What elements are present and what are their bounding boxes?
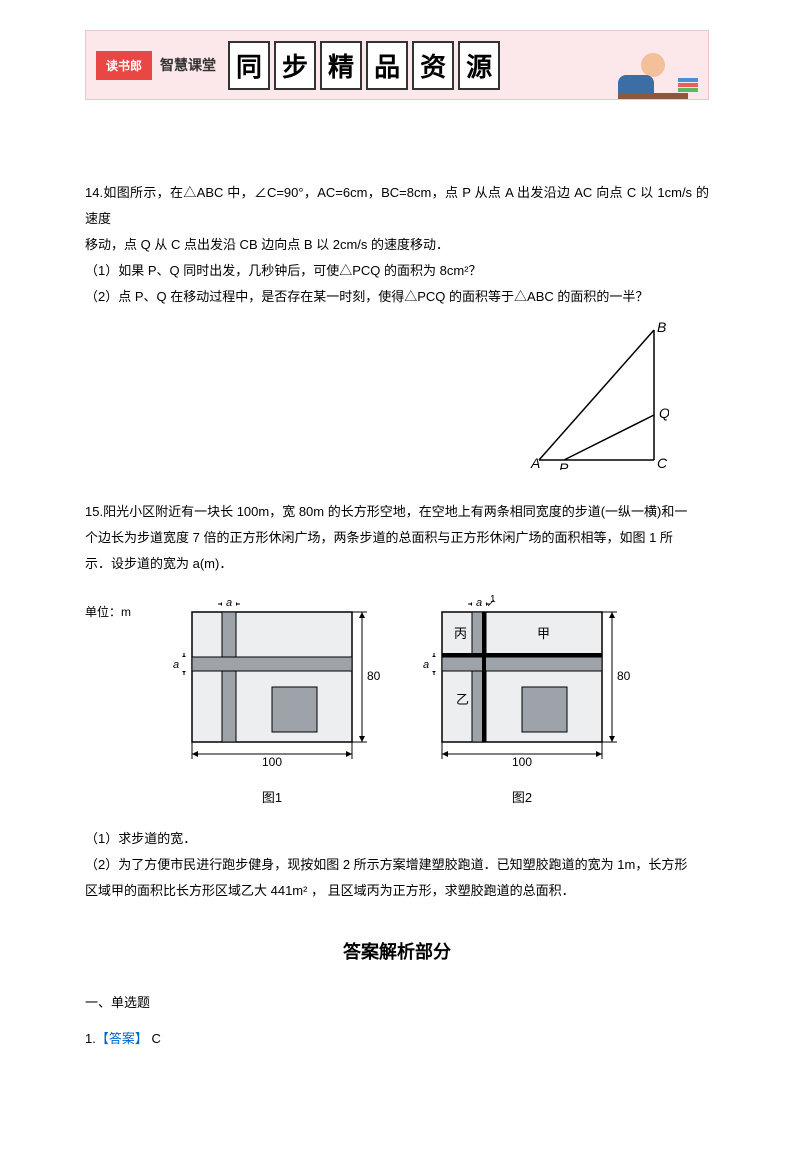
answer-value: C <box>148 1031 161 1046</box>
banner-subtitle: 智慧课堂 <box>160 55 216 75</box>
logo-badge: 读书郎 <box>96 51 152 80</box>
svg-text:80: 80 <box>617 669 631 683</box>
sub-question-2: （2）为了方便市民进行跑步健身，现按如图 2 所示方案增建塑胶跑道．已知塑胶跑道… <box>85 852 709 878</box>
problem-number: 14. <box>85 185 103 200</box>
answer-number: 1. <box>85 1031 96 1046</box>
teacher-illustration <box>618 53 688 99</box>
label-A: A <box>530 455 540 470</box>
answers-section-title: 答案解析部分 <box>85 934 709 970</box>
problem-text: 14.如图所示，在△ABC 中，∠C=90°，AC=6cm，BC=8cm，点 P… <box>85 180 709 232</box>
title-char: 同 <box>228 41 270 90</box>
problem-number: 15. <box>85 504 103 519</box>
label-B: B <box>657 320 666 335</box>
diagram-1: a a 80 <box>162 592 382 811</box>
svg-text:100: 100 <box>262 755 282 769</box>
svg-text:乙: 乙 <box>456 692 469 707</box>
title-char: 品 <box>366 41 408 90</box>
document-content: 14.如图所示，在△ABC 中，∠C=90°，AC=6cm，BC=8cm，点 P… <box>85 180 709 1052</box>
svg-text:甲: 甲 <box>537 626 550 641</box>
svg-text:80: 80 <box>367 669 381 683</box>
diagram-2: 甲 乙 丙 a 1 a <box>412 592 632 811</box>
unit-label: 单位：m <box>85 600 131 624</box>
triangle-figure: A B C P Q <box>85 320 669 479</box>
text: 个边长为步道宽度 7 倍的正方形休闲广场，两条步道的总面积与正方形休闲广场的面积… <box>85 525 709 551</box>
label-C: C <box>657 455 668 470</box>
problem-14: 14.如图所示，在△ABC 中，∠C=90°，AC=6cm，BC=8cm，点 P… <box>85 180 709 479</box>
text: 阳光小区附近有一块长 100m，宽 80m 的长方形空地，在空地上有两条相同宽度… <box>103 504 687 519</box>
problem-15: 15.阳光小区附近有一块长 100m，宽 80m 的长方形空地，在空地上有两条相… <box>85 499 709 904</box>
sub-question-1: （1）如果 P、Q 同时出发，几秒钟后，可使△PCQ 的面积为 8cm²？ <box>85 258 709 284</box>
sub-question-1: （1）求步道的宽． <box>85 826 709 852</box>
svg-text:a: a <box>173 659 179 671</box>
text: 区域甲的面积比长方形区域乙大 441m² ， 且区域丙为正方形，求塑胶跑道的总面… <box>85 878 709 904</box>
svg-text:a: a <box>226 597 232 609</box>
title-char: 源 <box>458 41 500 90</box>
diagram-caption: 图1 <box>162 785 382 811</box>
banner-title: 同 步 精 品 资 源 <box>228 41 500 90</box>
title-char: 精 <box>320 41 362 90</box>
problem-text: 15.阳光小区附近有一块长 100m，宽 80m 的长方形空地，在空地上有两条相… <box>85 499 709 525</box>
text: 移动，点 Q 从 C 点出发沿 CB 边向点 B 以 2cm/s 的速度移动． <box>85 232 709 258</box>
label-P: P <box>559 460 569 470</box>
title-char: 步 <box>274 41 316 90</box>
svg-text:a: a <box>423 659 429 671</box>
text: 如图所示，在△ABC 中，∠C=90°，AC=6cm，BC=8cm，点 P 从点… <box>85 185 709 226</box>
diagram-row: 单位：m a a <box>85 592 709 811</box>
sub-question-2: （2）点 P、Q 在移动过程中，是否存在某一时刻，使得△PCQ 的面积等于△AB… <box>85 284 709 310</box>
answer-item: 1.【答案】 C <box>85 1026 709 1052</box>
title-char: 资 <box>412 41 454 90</box>
answer-label: 【答案】 <box>96 1031 148 1046</box>
svg-text:a: a <box>476 597 482 609</box>
subsection-label: 一、单选题 <box>85 990 709 1016</box>
label-Q: Q <box>659 405 669 421</box>
svg-text:100: 100 <box>512 755 532 769</box>
svg-text:丙: 丙 <box>454 626 467 641</box>
header-banner: 读书郎 智慧课堂 同 步 精 品 资 源 <box>85 30 709 100</box>
diagram-caption: 图2 <box>412 785 632 811</box>
text: 示．设步道的宽为 a(m)． <box>85 551 709 577</box>
